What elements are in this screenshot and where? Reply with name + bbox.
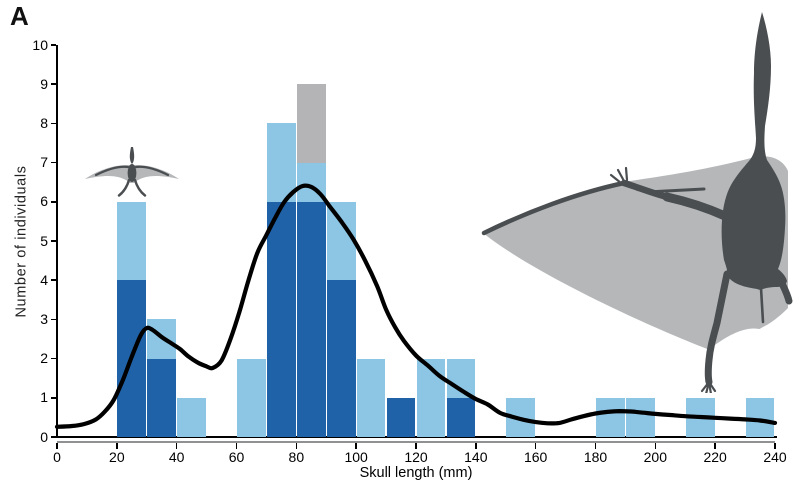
x-tick-label: 180 [583,449,608,465]
y-tick-mark [50,357,56,360]
x-tick-label: 120 [404,449,428,465]
histogram-bar-segment-light_blue [237,358,266,437]
y-tick-label: 2 [40,350,48,367]
y-tick-mark [50,161,56,164]
small-pterosaur-icon [85,147,179,197]
x-tick-mark [714,443,716,449]
x-tick-mark [594,443,597,449]
histogram-bar-segment-dark_blue [386,397,416,437]
x-tick-mark [175,443,178,449]
y-tick-mark [50,201,56,203]
x-tick-mark [774,443,776,449]
histogram-bar-segment-light_blue [745,397,775,437]
y-tick-label: 1 [40,389,48,406]
y-tick-mark [50,240,56,242]
x-tick-label: 60 [228,449,245,465]
x-tick-label: 140 [464,449,488,465]
y-tick-label: 6 [40,193,48,210]
x-tick-mark [295,443,298,449]
x-tick-label: 200 [643,449,668,465]
histogram-bar-segment-light_blue [596,397,625,437]
x-tick-label: 220 [703,449,727,465]
histogram-bar-segment-dark_blue [147,358,176,437]
x-tick-label: 0 [53,449,61,465]
y-tick-mark [50,122,56,125]
y-tick-mark [50,279,56,281]
histogram-bar-segment-dark_blue [267,201,296,437]
histogram-bar-segment-light_blue [626,397,655,437]
histogram-bar-segment-light_blue [326,201,356,281]
x-tick-label: 20 [109,449,125,465]
histogram-bar-segment-dark_blue [326,280,356,437]
x-tick-mark [534,443,537,449]
x-tick-label: 160 [523,449,548,465]
x-axis-shadow-line [57,441,775,443]
y-axis-line [55,45,58,438]
y-tick-label: 8 [40,114,48,131]
x-axis-title: Skull length (mm) [359,465,473,481]
y-tick-label: 9 [40,75,48,92]
histogram-bar-segment-light_blue [177,397,206,437]
histogram-bar-segment-dark_blue [446,397,476,437]
y-tick-label: 3 [40,310,48,327]
histogram-bar-segment-light_blue [267,123,296,202]
x-tick-mark [235,443,238,449]
large-pterosaur-icon [481,12,793,393]
y-tick-mark [50,83,56,85]
y-tick-label: 7 [40,154,48,171]
x-tick-mark [415,443,417,449]
y-tick-mark [50,318,56,321]
x-axis-line [55,436,777,439]
y-tick-mark [50,397,56,399]
x-tick-mark [116,443,118,449]
x-tick-mark [654,443,657,449]
y-tick-label: 0 [40,428,48,445]
histogram-bar-segment-light_blue [117,201,147,281]
x-tick-mark [475,443,477,449]
histogram-bar-segment-light_blue [416,358,446,437]
y-tick-mark [50,436,56,438]
histogram-bar-segment-light_blue [356,358,386,437]
y-tick-label: 4 [40,271,48,288]
x-tick-mark [56,443,58,449]
x-tick-label: 240 [763,449,787,465]
y-tick-label: 5 [40,232,48,249]
y-tick-label: 10 [32,36,48,53]
histogram-bar-segment-gray [296,84,326,163]
x-tick-label: 80 [288,449,305,465]
x-tick-label: 100 [344,449,368,465]
y-tick-mark [50,44,56,46]
histogram-bar-segment-dark_blue [296,201,326,437]
x-tick-mark [355,443,357,449]
x-tick-label: 40 [168,449,185,465]
panel-label: A [10,1,29,31]
